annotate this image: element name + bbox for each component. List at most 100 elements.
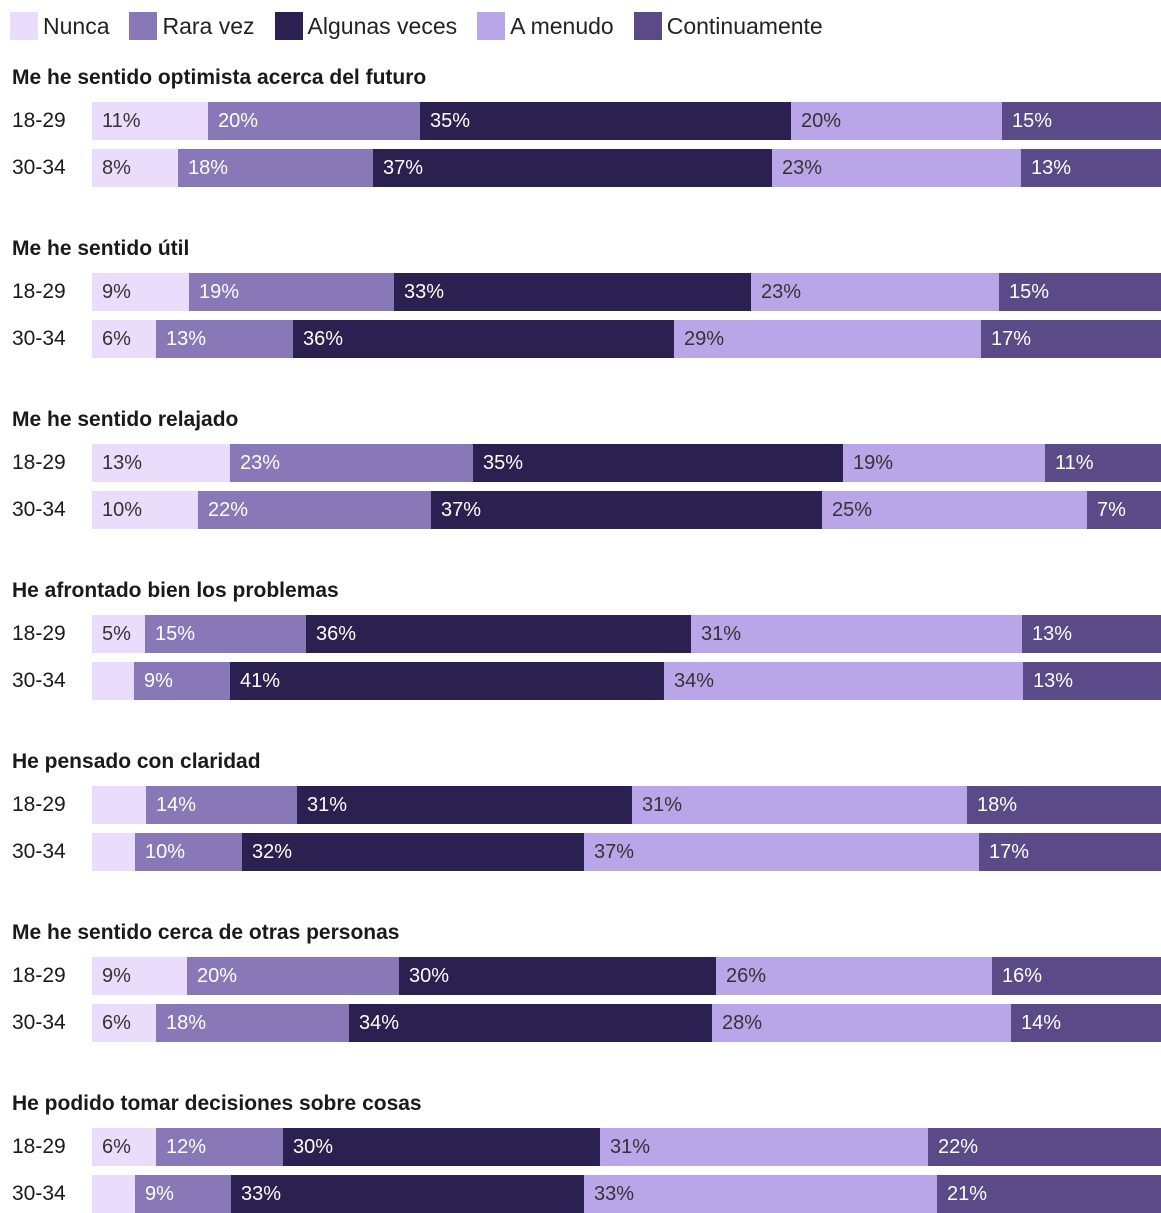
row-label: 18-29 (12, 964, 66, 987)
data-label: 14% (1021, 1012, 1062, 1034)
bar-segment: 15% (145, 615, 306, 653)
data-label: 30% (293, 1136, 334, 1158)
stacked-bar: 9% 19% 33% 23% 15% (92, 273, 1161, 311)
stacked-bar: 13% 23% 35% 19% 11% (92, 444, 1161, 482)
data-label: 9% (102, 281, 131, 303)
row-label: 30-34 (12, 840, 66, 863)
stacked-bar: 11% 20% 35% 20% 15% (92, 102, 1161, 140)
stacked-bar: 8% 18% 37% 23% 13% (92, 149, 1161, 187)
bar-segment: 6% (92, 1128, 156, 1166)
stacked-bar: 5% 15% 36% 31% 13% (92, 615, 1161, 653)
row-label: 18-29 (12, 280, 66, 303)
legend-item-algunas-veces: Algunas veces (274, 12, 458, 40)
bar-segment: 36% (293, 320, 674, 358)
stacked-bar: 14% 31% 31% 18% (92, 786, 1161, 824)
data-label: 37% (441, 499, 482, 521)
bar-segment: 9% (92, 957, 187, 995)
row-label: 30-34 (12, 156, 66, 179)
bar-segment: 21% (937, 1175, 1161, 1213)
data-label: 30% (409, 965, 450, 987)
bar-segment: 34% (349, 1004, 712, 1042)
bar-segment: 31% (691, 615, 1022, 653)
legend-swatch (274, 12, 303, 40)
data-label: 18% (188, 157, 229, 179)
bar-segment: 19% (189, 273, 394, 311)
bar-segment: 23% (230, 444, 473, 482)
bar-segment: 9% (92, 273, 189, 311)
data-label: 25% (832, 499, 873, 521)
data-label: 36% (303, 328, 344, 350)
bar-segment: 22% (198, 491, 431, 529)
bar-segment: 9% (134, 662, 230, 700)
bar-segment: 13% (1023, 662, 1161, 700)
data-label: 17% (991, 328, 1032, 350)
stacked-bar: 9% 33% 33% 21% (92, 1175, 1161, 1213)
data-label: 21% (947, 1183, 988, 1205)
data-label: 8% (102, 157, 131, 179)
legend-label: A menudo (510, 12, 614, 39)
row-label: 18-29 (12, 1135, 66, 1158)
bar-segment: 33% (231, 1175, 584, 1213)
data-label: 35% (483, 452, 524, 474)
group-title: Me he sentido cerca de otras personas (12, 921, 400, 944)
data-label: 13% (102, 452, 143, 474)
bar-segment: 26% (716, 957, 992, 995)
data-label: 19% (199, 281, 240, 303)
group-title: Me he sentido relajado (12, 408, 239, 431)
legend-label: Algunas veces (307, 12, 458, 39)
legend-label: Rara vez (162, 12, 255, 39)
data-label: 34% (359, 1012, 400, 1034)
data-label: 20% (218, 110, 259, 132)
bar-segment: 31% (632, 786, 967, 824)
chart-legend: Nunca Rara vez Algunas veces A menudo Co… (10, 11, 843, 41)
data-label: 17% (989, 841, 1030, 863)
data-label: 20% (801, 110, 842, 132)
group-title: He pensado con claridad (12, 750, 261, 773)
data-label: 32% (252, 841, 293, 863)
data-label: 18% (166, 1012, 207, 1034)
data-label: 15% (1012, 110, 1053, 132)
group-title: He podido tomar decisiones sobre cosas (12, 1092, 422, 1115)
data-label: 28% (722, 1012, 763, 1034)
legend-swatch (633, 12, 662, 40)
bar-segment: 33% (394, 273, 751, 311)
row-label: 18-29 (12, 451, 66, 474)
data-label: 18% (977, 794, 1018, 816)
bar-segment: 37% (584, 833, 979, 871)
legend-label: Nunca (43, 12, 110, 39)
legend-swatch (477, 12, 506, 40)
bar-segment: 12% (156, 1128, 283, 1166)
bar-segment: 11% (1045, 444, 1161, 482)
data-label: 10% (102, 499, 143, 521)
stacked-bar: 6% 13% 36% 29% 17% (92, 320, 1161, 358)
data-label: 14% (156, 794, 197, 816)
bar-segment: 6% (92, 1004, 156, 1042)
data-label: 11% (102, 110, 141, 132)
data-label: 33% (594, 1183, 635, 1205)
bar-segment: 23% (772, 149, 1021, 187)
bar-segment: 23% (751, 273, 999, 311)
bar-segment: 37% (373, 149, 772, 187)
data-label: 31% (642, 794, 683, 816)
data-label: 37% (383, 157, 424, 179)
group-title: He afrontado bien los problemas (12, 579, 339, 602)
bar-segment: 20% (208, 102, 420, 140)
bar-segment: 18% (156, 1004, 349, 1042)
bar-segment: 10% (92, 491, 198, 529)
bar-segment (92, 1175, 135, 1213)
data-label: 31% (610, 1136, 651, 1158)
bar-segment: 13% (92, 444, 230, 482)
data-label: 15% (1009, 281, 1050, 303)
bar-segment: 18% (967, 786, 1161, 824)
data-label: 35% (430, 110, 471, 132)
data-label: 9% (145, 1183, 174, 1205)
bar-segment: 10% (135, 833, 242, 871)
data-label: 19% (853, 452, 894, 474)
stacked-bar: 6% 12% 30% 31% 22% (92, 1128, 1161, 1166)
group-title: Me he sentido útil (12, 237, 190, 260)
bar-segment (92, 833, 135, 871)
data-label: 31% (307, 794, 348, 816)
data-label: 11% (1055, 452, 1094, 474)
row-label: 30-34 (12, 1182, 66, 1205)
data-label: 41% (240, 670, 281, 692)
